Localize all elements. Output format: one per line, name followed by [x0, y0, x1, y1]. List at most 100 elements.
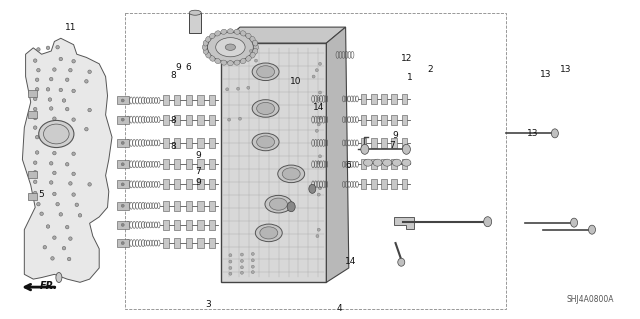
- Ellipse shape: [121, 163, 124, 166]
- Polygon shape: [326, 27, 349, 282]
- Bar: [116, 96, 129, 105]
- Bar: [163, 220, 169, 230]
- Ellipse shape: [317, 228, 320, 231]
- Ellipse shape: [121, 118, 124, 121]
- Ellipse shape: [49, 181, 53, 184]
- Polygon shape: [394, 217, 413, 229]
- Bar: [174, 115, 180, 125]
- Ellipse shape: [84, 80, 88, 83]
- Ellipse shape: [260, 227, 278, 239]
- Bar: [402, 138, 407, 148]
- Ellipse shape: [373, 159, 382, 166]
- Bar: [174, 238, 180, 248]
- Bar: [186, 115, 192, 125]
- Bar: [209, 220, 215, 230]
- Ellipse shape: [241, 266, 243, 269]
- Polygon shape: [22, 38, 112, 282]
- Ellipse shape: [49, 107, 53, 110]
- Ellipse shape: [252, 133, 279, 151]
- Ellipse shape: [59, 57, 63, 61]
- Ellipse shape: [221, 60, 227, 65]
- Bar: [381, 179, 387, 189]
- Ellipse shape: [33, 126, 37, 129]
- Ellipse shape: [403, 144, 410, 154]
- Bar: [392, 179, 397, 189]
- Text: 13: 13: [527, 129, 538, 138]
- Ellipse shape: [46, 126, 50, 129]
- Ellipse shape: [250, 52, 255, 58]
- Bar: [361, 94, 366, 104]
- Ellipse shape: [72, 193, 76, 196]
- Ellipse shape: [383, 159, 392, 166]
- Ellipse shape: [242, 60, 244, 63]
- Text: 9: 9: [196, 178, 201, 187]
- Ellipse shape: [78, 214, 82, 217]
- Text: 7: 7: [196, 167, 201, 176]
- Ellipse shape: [67, 257, 71, 261]
- Text: 14: 14: [345, 257, 356, 266]
- Ellipse shape: [33, 191, 37, 195]
- Bar: [116, 239, 129, 247]
- Text: 6: 6: [186, 63, 191, 72]
- Ellipse shape: [75, 203, 79, 206]
- Ellipse shape: [255, 224, 282, 242]
- Ellipse shape: [253, 40, 258, 46]
- Text: 8: 8: [170, 142, 175, 151]
- Bar: [392, 138, 397, 148]
- Ellipse shape: [269, 198, 287, 210]
- Bar: [197, 220, 204, 230]
- Text: 9: 9: [175, 63, 180, 72]
- Bar: [392, 159, 397, 169]
- Ellipse shape: [46, 225, 50, 228]
- Ellipse shape: [121, 241, 124, 245]
- Bar: [174, 159, 180, 169]
- Ellipse shape: [239, 117, 241, 120]
- Text: 14: 14: [313, 103, 324, 112]
- Ellipse shape: [253, 44, 259, 50]
- Bar: [392, 115, 397, 125]
- Bar: [163, 138, 169, 148]
- Bar: [209, 138, 215, 148]
- Ellipse shape: [33, 108, 37, 111]
- Text: 7: 7: [390, 141, 395, 150]
- Ellipse shape: [56, 272, 62, 283]
- Ellipse shape: [316, 234, 319, 238]
- Bar: [371, 115, 376, 125]
- Bar: [197, 138, 204, 148]
- Ellipse shape: [229, 61, 232, 64]
- Bar: [209, 115, 215, 125]
- Ellipse shape: [240, 31, 246, 36]
- Bar: [209, 159, 215, 169]
- Ellipse shape: [214, 58, 221, 64]
- Bar: [174, 138, 180, 148]
- Ellipse shape: [216, 38, 245, 57]
- Ellipse shape: [282, 168, 300, 180]
- Ellipse shape: [228, 51, 230, 54]
- Ellipse shape: [52, 152, 56, 155]
- Bar: [163, 95, 169, 106]
- Ellipse shape: [226, 88, 228, 91]
- Ellipse shape: [49, 162, 53, 165]
- Ellipse shape: [257, 66, 275, 78]
- Bar: [381, 94, 387, 104]
- Ellipse shape: [252, 63, 279, 81]
- Ellipse shape: [84, 128, 88, 131]
- Ellipse shape: [65, 226, 69, 229]
- Bar: [371, 138, 376, 148]
- Ellipse shape: [278, 165, 305, 183]
- Bar: [174, 179, 180, 189]
- Text: 5: 5: [39, 190, 44, 199]
- Text: SHJ4A0800A: SHJ4A0800A: [567, 295, 614, 304]
- Ellipse shape: [38, 120, 74, 147]
- Bar: [116, 180, 129, 189]
- Ellipse shape: [33, 59, 37, 62]
- Text: 8: 8: [170, 116, 175, 125]
- Ellipse shape: [209, 33, 215, 39]
- Ellipse shape: [247, 86, 250, 89]
- Bar: [116, 160, 129, 168]
- Bar: [197, 238, 204, 248]
- Bar: [371, 159, 376, 169]
- Bar: [28, 111, 36, 118]
- Text: 10: 10: [290, 77, 301, 86]
- Bar: [174, 95, 180, 106]
